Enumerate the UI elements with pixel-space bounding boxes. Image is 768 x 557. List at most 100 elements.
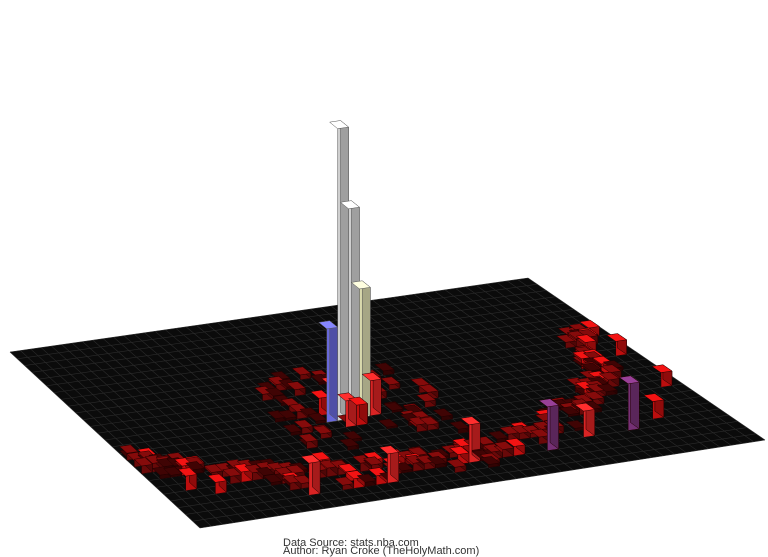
floor-tile (426, 455, 448, 469)
data-bar (329, 119, 350, 421)
bar-face (583, 391, 605, 400)
bar-face (350, 280, 371, 290)
grid-line (17, 283, 538, 360)
grid-line (199, 439, 766, 529)
data-bar (318, 320, 339, 423)
bar-face (418, 416, 440, 426)
bar-face (600, 364, 622, 373)
floor-tile (277, 409, 298, 421)
floor-tile (356, 473, 377, 487)
bar-face (643, 393, 665, 402)
bar-face (312, 425, 333, 435)
grid-line (31, 296, 556, 373)
data-bar (538, 398, 560, 451)
bar-face (378, 445, 400, 455)
data-bar (347, 396, 369, 426)
bar-face (383, 402, 404, 411)
bar-face (185, 461, 205, 471)
bar-face (361, 372, 382, 382)
bar-face (264, 387, 285, 397)
bar-face (361, 280, 371, 417)
floor-tile (281, 474, 302, 491)
bar-face (342, 430, 363, 440)
grid-line (112, 364, 656, 448)
data-bar (618, 375, 640, 431)
floor-tile (488, 430, 509, 444)
floor-tile (339, 437, 360, 451)
bar-face (291, 366, 312, 376)
bar-face (630, 375, 640, 430)
bar-face (310, 451, 331, 461)
bar-face (578, 319, 601, 329)
data-bar (574, 402, 596, 438)
bar-layer (119, 119, 673, 496)
bar-face (407, 446, 428, 456)
bar-face (575, 334, 597, 343)
floor-tile (415, 393, 437, 408)
bar-face (285, 464, 306, 474)
floor-tile (493, 440, 515, 458)
bar-face (380, 376, 401, 386)
floor-tile (555, 334, 577, 349)
floor-tile (374, 362, 395, 376)
floor-tile (222, 467, 242, 485)
floor-tile (479, 455, 501, 468)
data-bar (300, 454, 321, 496)
bar-face (340, 119, 349, 420)
bar-face (538, 398, 560, 408)
data-bar (350, 280, 371, 418)
credit-author: Author: Ryan Croke (TheHolyMath.com) (283, 545, 480, 557)
grid-line (39, 302, 565, 380)
floor-tile (163, 466, 183, 478)
bar-face (329, 120, 350, 129)
floor-tile (380, 376, 401, 391)
bar-face (339, 200, 361, 210)
bar-face (300, 454, 321, 464)
floor-tile (286, 381, 307, 397)
floor-tile (383, 401, 404, 413)
bar-face (479, 456, 501, 465)
bar-face (377, 418, 399, 428)
floor-tile (504, 437, 526, 457)
bar-face (651, 364, 673, 373)
bar-face (329, 320, 338, 422)
data-bar (339, 200, 361, 420)
bar-face (504, 438, 526, 447)
bar-face (596, 383, 618, 393)
bar-face (598, 371, 620, 381)
bar-face (432, 408, 454, 417)
floor-tile (298, 433, 319, 450)
floor-tile (342, 430, 363, 443)
bar-face (286, 381, 307, 390)
bar-face (446, 458, 467, 468)
bar-face (574, 402, 596, 412)
bar-face (351, 200, 360, 418)
floor-tile (334, 476, 355, 491)
bar-face (298, 433, 319, 443)
bar-face (460, 416, 481, 426)
data-bar (207, 473, 228, 495)
bar-face (374, 362, 395, 372)
floor-tile (432, 408, 454, 421)
floor-tile (418, 416, 440, 431)
bar-face (415, 393, 437, 402)
floor-tile (291, 366, 312, 381)
data-bar (651, 364, 673, 388)
floor-tile (293, 419, 314, 435)
bar-face (119, 444, 139, 454)
grid-line (9, 277, 529, 353)
bar-face (606, 333, 628, 342)
bar-face (426, 456, 448, 465)
data-bar (361, 372, 382, 417)
grid-line (61, 321, 592, 400)
floor-tile (377, 418, 399, 430)
floor-tile (596, 383, 618, 396)
bar-face (207, 473, 228, 483)
credit-source: Data Source: stats.nba.com (283, 537, 419, 549)
floor-tile (598, 371, 620, 388)
grid-line (24, 290, 547, 366)
bar-face (618, 375, 640, 385)
grid-line (46, 308, 574, 387)
floor-tile (446, 458, 467, 474)
data-bar (177, 467, 198, 492)
